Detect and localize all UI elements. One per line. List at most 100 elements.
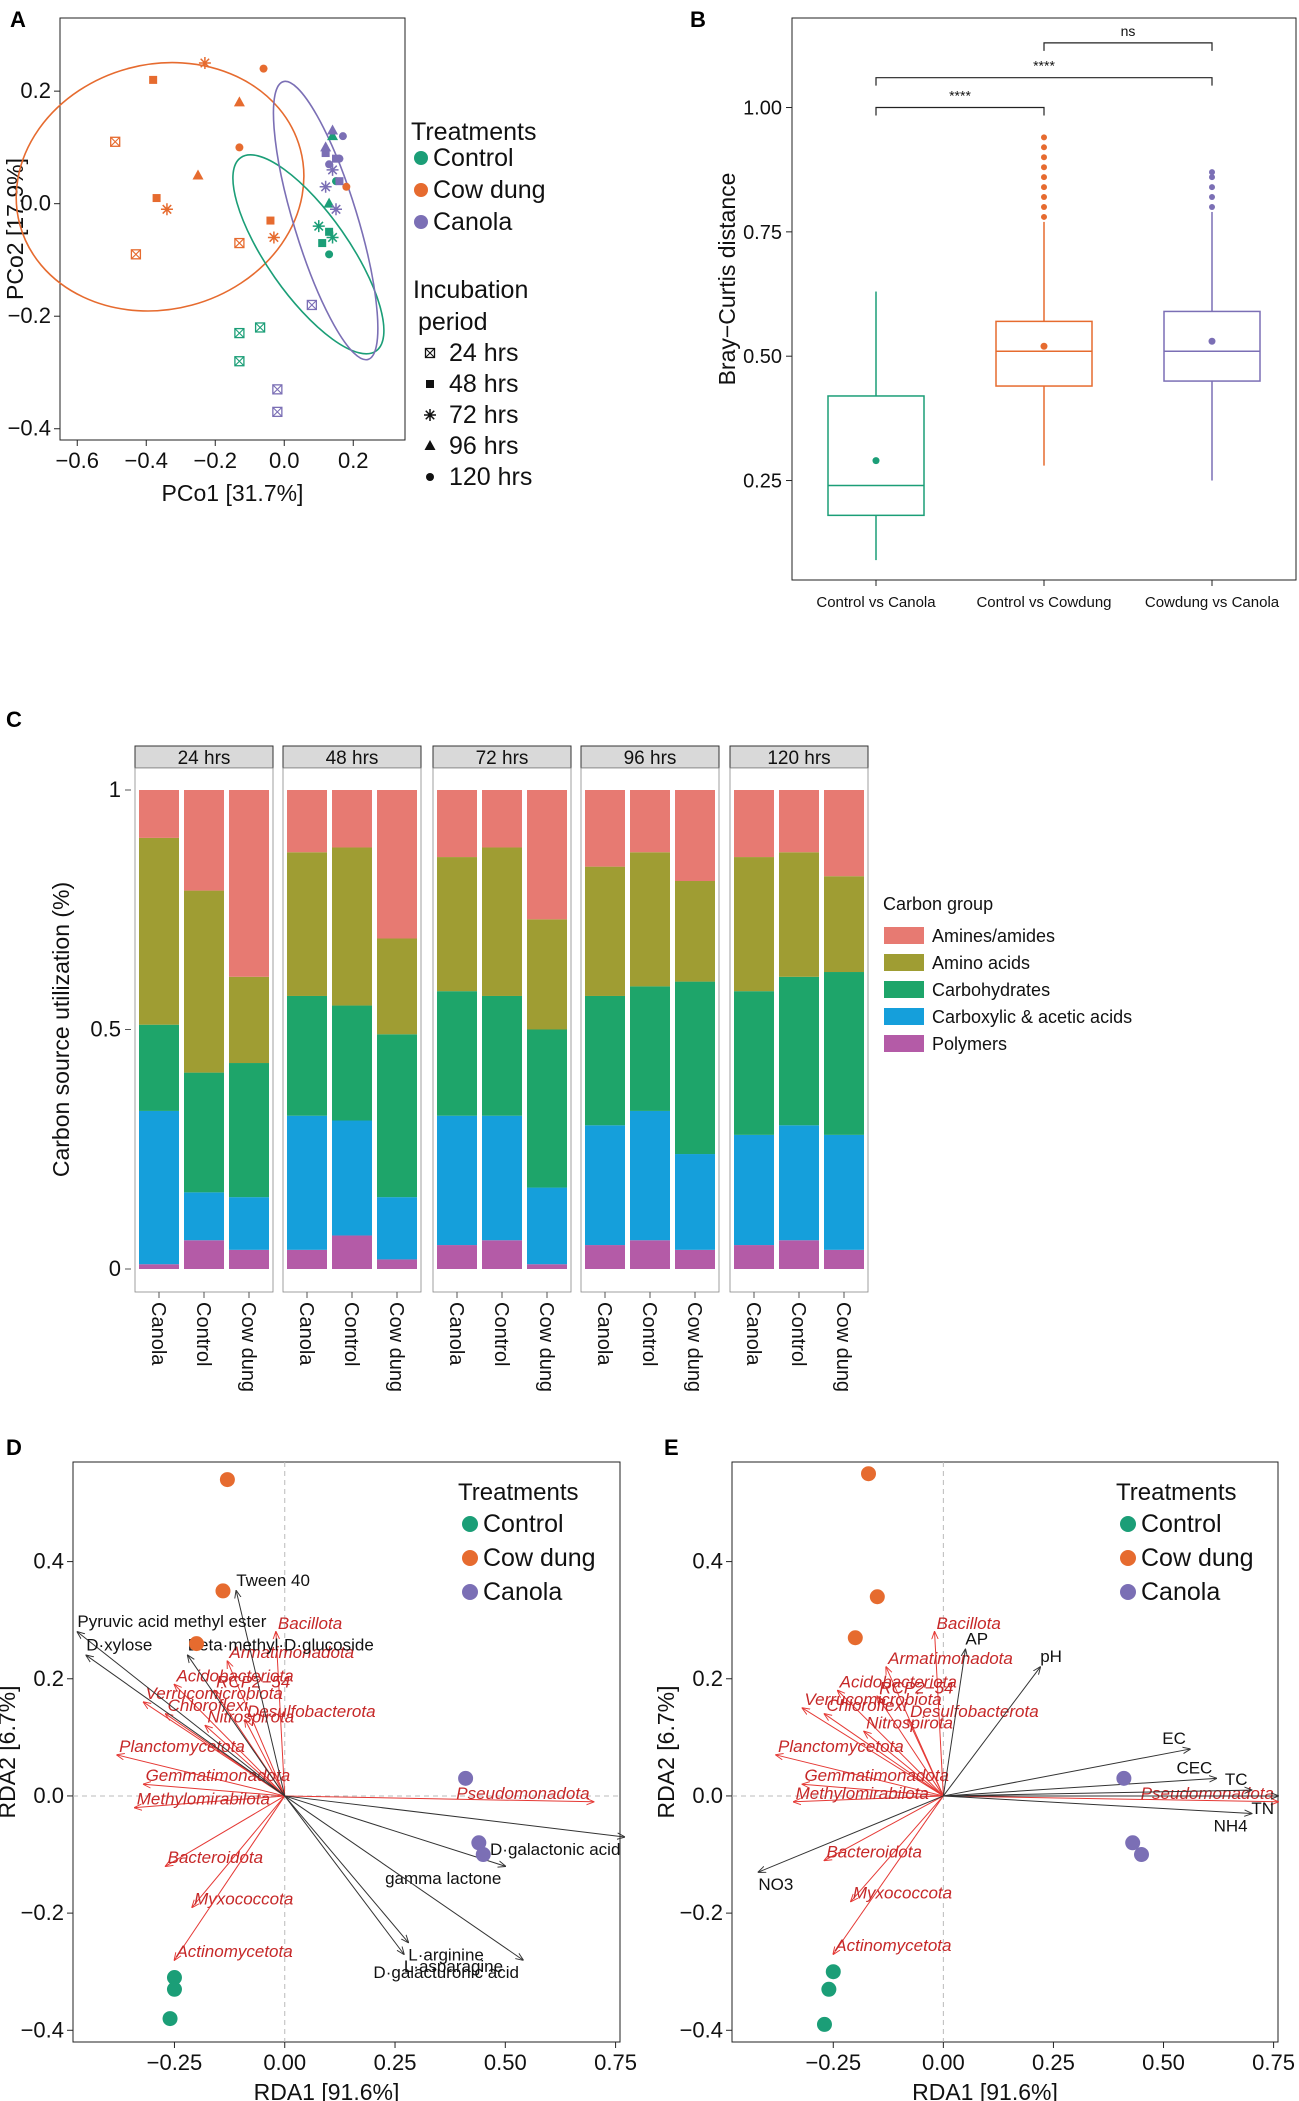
legend-label-96-hrs: 96 hrs xyxy=(449,432,518,460)
bar-segment-polymers xyxy=(437,1245,477,1269)
vector-label-myxococcota: Myxococcota xyxy=(194,1889,293,1908)
legend-label-carboxylic-acetic-acids: Carboxylic & acetic acids xyxy=(932,1007,1132,1027)
x-tick-label: 0.0 xyxy=(269,448,300,473)
point-48-hrs xyxy=(152,194,161,203)
facet-label-72-hrs: 72 hrs xyxy=(476,748,529,769)
bar-segment-amines-amides xyxy=(287,790,327,853)
bar-segment-amino-acids xyxy=(184,890,224,1073)
y-tick-label: 0.75 xyxy=(743,222,782,244)
box-mean xyxy=(872,457,880,465)
bar-segment-amines-amides xyxy=(675,790,715,882)
vector-label-actinomycetota: Actinomycetota xyxy=(834,1936,951,1955)
vector-label-ph: pH xyxy=(1040,1647,1062,1666)
panel-e-rda-soil: −0.25 0.00 0.25 0.50 0.75 −0.4 −0.2 0.0 0.2 0.4 RD… xyxy=(653,1461,1295,2101)
bar-segment-amino-acids xyxy=(139,837,179,1025)
vector-label-pseudomonadota: Pseudomonadota xyxy=(456,1784,589,1803)
panel-letter-c: C xyxy=(6,707,22,732)
vector-arrow-nitrospirota xyxy=(864,1731,944,1797)
square-cross-lines xyxy=(255,322,265,333)
legend-label-24-hrs: 24 hrs xyxy=(449,339,518,367)
bar-segment-amines-amides xyxy=(527,790,567,920)
y-tick-label: 1.00 xyxy=(743,98,782,120)
point-120-hrs xyxy=(426,473,434,481)
legend-key-carbohydrates xyxy=(884,981,924,998)
point-control xyxy=(162,2011,178,2027)
vector-arrow-acidobacteriota xyxy=(174,1685,286,1797)
bar-segment-polymers xyxy=(824,1249,864,1269)
bar-segment-carboxylic-acetic-acids xyxy=(287,1115,327,1250)
bar-segment-amino-acids xyxy=(229,976,269,1064)
legend-key-cow-dung xyxy=(414,183,428,197)
square-cross-box xyxy=(234,356,245,367)
legend-label-control: Control xyxy=(1141,1510,1222,1538)
square-cross-lines xyxy=(234,238,245,248)
vector-arrow-methylomirabilota xyxy=(135,1795,285,1808)
x-tick-label: 0.00 xyxy=(263,2050,306,2075)
vector-label-bacillota: Bacillota xyxy=(278,1614,342,1633)
legend-key-canola xyxy=(1120,1584,1136,1600)
bar-segment-amino-acids xyxy=(824,876,864,973)
vector-arrow-tc xyxy=(943,1790,1251,1797)
point-72-hrs xyxy=(267,231,280,244)
significance-bracket xyxy=(875,77,1213,86)
y-tick-label: 0.2 xyxy=(20,78,51,103)
point-canola xyxy=(1134,1847,1149,1863)
y-tick-label: 0.4 xyxy=(692,1549,723,1574)
point-48-hrs xyxy=(149,75,158,84)
vector-arrow-ap xyxy=(942,1649,965,1797)
vector-label-d-galacturonic-acid: D·galacturonic acid xyxy=(373,1963,519,1982)
vector-label-methylomirabilota: Methylomirabilota xyxy=(796,1784,929,1803)
point-24-hrs xyxy=(272,406,283,418)
bar-segment-carbohydrates xyxy=(585,995,625,1126)
y-tick-label: 0.0 xyxy=(33,1783,64,1808)
bar-segment-carbohydrates xyxy=(287,995,327,1116)
y-axis-label: RDA2 [6.7%] xyxy=(653,1686,679,1819)
y-tick-label: 1 xyxy=(109,777,121,802)
bar-segment-carboxylic-acetic-acids xyxy=(585,1125,625,1246)
bar-segment-carbohydrates xyxy=(734,991,774,1135)
panel-letter-d: D xyxy=(6,1435,22,1460)
square-cross-box xyxy=(110,136,121,147)
bar-segment-carbohydrates xyxy=(332,1005,372,1121)
y-tick-label: −0.2 xyxy=(680,1900,723,1925)
significance-label: **** xyxy=(1033,58,1055,74)
x-tick-label: Control vs Cowdung xyxy=(976,594,1111,611)
point-24-hrs xyxy=(254,322,266,333)
y-tick-label: −0.4 xyxy=(8,416,51,441)
point-72-hrs xyxy=(160,203,173,216)
bar-segment-amines-amides xyxy=(139,790,179,838)
vector-arrow-bacillota xyxy=(935,1632,944,1796)
legend-key-control xyxy=(1120,1516,1136,1532)
vector-arrow-acidobacteriota xyxy=(838,1690,944,1797)
point-48-hrs xyxy=(318,239,327,248)
point-96-hrs xyxy=(424,440,436,450)
bar-segment-polymers xyxy=(184,1240,224,1269)
bar-segment-carboxylic-acetic-acids xyxy=(734,1134,774,1246)
y-axis-label: RDA2 [6.7%] xyxy=(0,1686,20,1819)
bar-segment-amines-amides xyxy=(824,790,864,877)
point-cow-dung xyxy=(847,1630,863,1646)
x-tick-label: 0.25 xyxy=(374,2050,417,2075)
point-control xyxy=(166,1970,182,1986)
legend-label-canola: Canola xyxy=(483,1578,562,1606)
point-72-hrs xyxy=(319,180,332,193)
vector-arrow-no3 xyxy=(758,1795,944,1872)
bar-segment-carboxylic-acetic-acids xyxy=(377,1197,417,1260)
panel-d-rda-carbon: −0.25 0.00 0.25 0.50 0.75 −0.4 −0.2 0.0 0.2 0.4 RD… xyxy=(0,1461,637,2101)
bar-segment-carboxylic-acetic-acids xyxy=(332,1120,372,1236)
point-72-hrs xyxy=(424,409,436,421)
bar-segment-carbohydrates xyxy=(527,1029,567,1188)
y-tick-label: −0.4 xyxy=(680,2017,723,2042)
y-tick-label: 0.0 xyxy=(20,191,51,216)
point-control xyxy=(825,1964,841,1980)
box-outlier xyxy=(1041,203,1047,210)
x-tick-label-cow-dung: Cow dung xyxy=(237,1302,259,1392)
vector-label-armatimonadota: Armatimonadota xyxy=(228,1643,354,1662)
point-72-hrs xyxy=(326,231,339,244)
y-tick-label: −0.2 xyxy=(8,303,51,328)
legend-title-incubation: Incubation xyxy=(413,276,528,304)
vector-arrow-actinomycetota xyxy=(174,1795,286,1960)
legend-key-amino-acids xyxy=(884,954,924,971)
x-tick-label: 0.2 xyxy=(338,448,369,473)
